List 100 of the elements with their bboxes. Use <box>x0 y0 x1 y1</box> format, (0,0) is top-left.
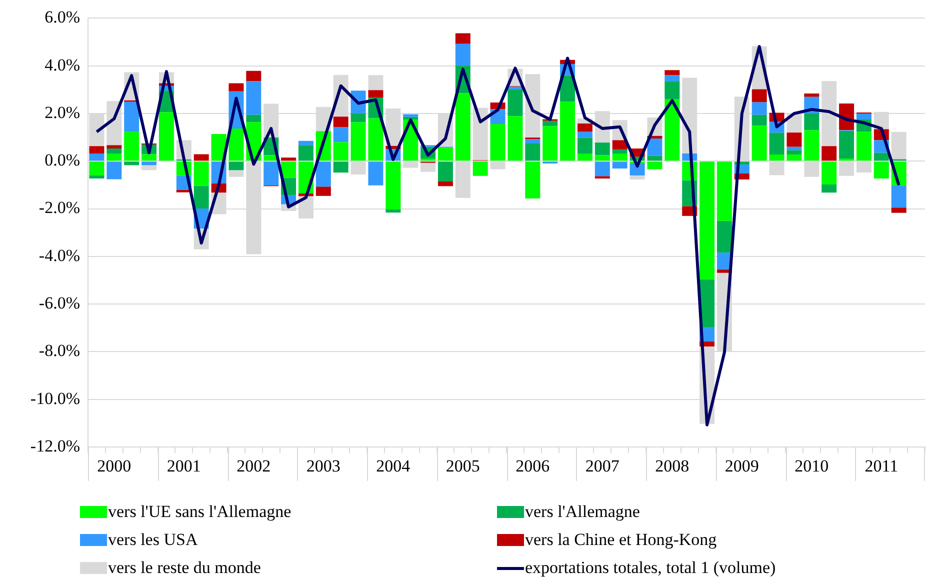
bar <box>752 114 767 126</box>
bar <box>142 154 157 161</box>
bar <box>89 162 104 176</box>
bar <box>752 102 767 115</box>
bar <box>786 132 802 147</box>
bar <box>368 75 384 90</box>
bar <box>822 184 837 193</box>
bar <box>647 162 662 170</box>
bar <box>124 102 140 132</box>
bar <box>194 154 209 161</box>
bar <box>350 122 366 161</box>
bar <box>664 99 680 161</box>
bar <box>594 162 610 176</box>
x-tick-label: 2009 <box>724 456 759 476</box>
bar <box>438 148 453 161</box>
bar <box>594 176 610 179</box>
bar <box>246 70 262 82</box>
bar <box>368 90 384 98</box>
bar <box>577 132 592 138</box>
bar <box>839 130 854 159</box>
bar <box>542 120 558 126</box>
bar <box>490 124 506 161</box>
bar <box>246 81 262 115</box>
bar <box>612 154 628 161</box>
y-tick-label: 0.0% <box>44 150 80 170</box>
bar <box>89 175 104 179</box>
bar <box>106 162 122 180</box>
bar <box>594 155 610 161</box>
bar <box>89 146 104 154</box>
bar <box>158 112 174 161</box>
y-tick-label: -4.0% <box>38 246 80 265</box>
bar <box>525 162 540 199</box>
bar <box>716 220 732 253</box>
bar <box>142 165 157 170</box>
x-tick-label: 2007 <box>585 456 620 476</box>
y-tick-label: 2.0% <box>44 102 80 122</box>
y-tick-label: 6.0% <box>44 8 80 27</box>
x-tick-label: 2004 <box>376 456 411 476</box>
x-tick-label: 2008 <box>655 456 690 476</box>
bar <box>700 162 715 280</box>
bar <box>822 146 837 161</box>
bar <box>438 181 453 186</box>
bar <box>664 81 680 100</box>
bar <box>577 138 592 154</box>
bar <box>455 93 470 161</box>
y-tick-label: -6.0% <box>38 294 80 313</box>
bar <box>386 209 401 213</box>
x-tick-label: 2002 <box>236 456 271 476</box>
x-tick-label: 2010 <box>794 456 829 476</box>
bar <box>630 164 645 176</box>
legend-label: vers l'Allemagne <box>525 502 640 522</box>
bar <box>142 162 157 166</box>
bar <box>664 75 680 82</box>
y-tick-label: 4.0% <box>44 55 80 74</box>
bar <box>612 149 628 154</box>
bar <box>647 138 662 156</box>
bar <box>455 44 470 66</box>
bar <box>472 162 488 176</box>
bar <box>786 146 802 150</box>
bar <box>804 113 820 130</box>
bar <box>716 162 732 221</box>
bar <box>752 126 767 161</box>
bar <box>333 127 348 142</box>
bar <box>333 142 348 161</box>
bar <box>786 150 802 154</box>
legend-label: vers la Chine et Hong-Kong <box>525 530 717 550</box>
bar <box>577 123 592 132</box>
bar <box>647 156 662 161</box>
bar <box>874 152 889 161</box>
bar <box>124 162 140 166</box>
bar <box>525 139 540 144</box>
bar <box>106 154 122 161</box>
bar <box>316 162 331 187</box>
bar <box>822 162 837 184</box>
legend-label: vers le reste du monde <box>108 558 261 578</box>
bar <box>228 128 244 161</box>
bar <box>804 130 820 161</box>
bar <box>612 140 628 150</box>
bar <box>438 162 453 182</box>
bar <box>368 162 384 186</box>
bar <box>577 154 592 161</box>
bar <box>333 162 348 173</box>
bar <box>368 118 384 161</box>
x-tick-label: 2011 <box>864 456 898 476</box>
bar <box>891 185 906 208</box>
bar <box>525 144 540 161</box>
bar <box>403 116 418 120</box>
bar <box>281 162 296 178</box>
bar <box>752 89 767 102</box>
bar <box>316 186 331 196</box>
legend-label: vers les USA <box>108 530 198 550</box>
x-tick-label: 2001 <box>166 456 201 476</box>
x-tick-label: 2000 <box>97 456 132 476</box>
legend-label: exportations totales, total 1 (volume) <box>525 558 776 578</box>
bar <box>804 93 820 97</box>
bar <box>228 170 244 177</box>
bar <box>106 148 122 154</box>
y-tick-label: -12.0% <box>30 436 80 456</box>
bar <box>560 102 576 161</box>
bar <box>664 70 680 76</box>
